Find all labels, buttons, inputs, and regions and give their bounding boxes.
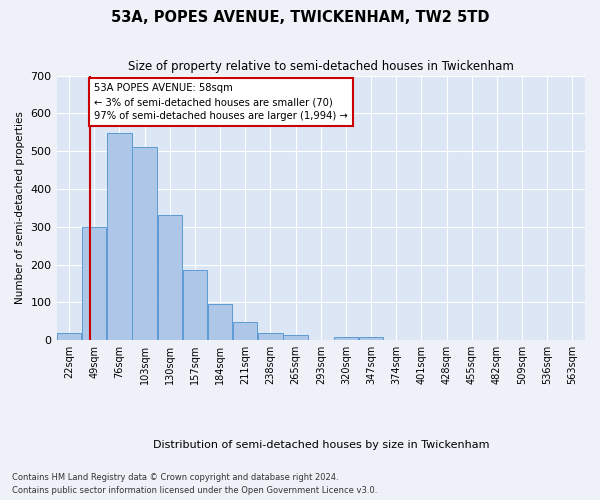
Text: 53A POPES AVENUE: 58sqm
← 3% of semi-detached houses are smaller (70)
97% of sem: 53A POPES AVENUE: 58sqm ← 3% of semi-det… xyxy=(94,83,347,121)
Text: Contains HM Land Registry data © Crown copyright and database right 2024.
Contai: Contains HM Land Registry data © Crown c… xyxy=(12,473,377,495)
Bar xyxy=(334,337,358,340)
Bar xyxy=(82,227,106,340)
Bar xyxy=(359,337,383,340)
Bar xyxy=(183,270,207,340)
Text: 53A, POPES AVENUE, TWICKENHAM, TW2 5TD: 53A, POPES AVENUE, TWICKENHAM, TW2 5TD xyxy=(111,10,489,25)
Bar xyxy=(133,148,157,340)
Bar xyxy=(107,133,131,340)
Bar xyxy=(208,304,232,340)
Bar xyxy=(158,214,182,340)
Title: Size of property relative to semi-detached houses in Twickenham: Size of property relative to semi-detach… xyxy=(128,60,514,73)
X-axis label: Distribution of semi-detached houses by size in Twickenham: Distribution of semi-detached houses by … xyxy=(152,440,489,450)
Bar xyxy=(57,332,82,340)
Bar xyxy=(283,334,308,340)
Bar xyxy=(258,332,283,340)
Y-axis label: Number of semi-detached properties: Number of semi-detached properties xyxy=(15,112,25,304)
Bar xyxy=(233,322,257,340)
